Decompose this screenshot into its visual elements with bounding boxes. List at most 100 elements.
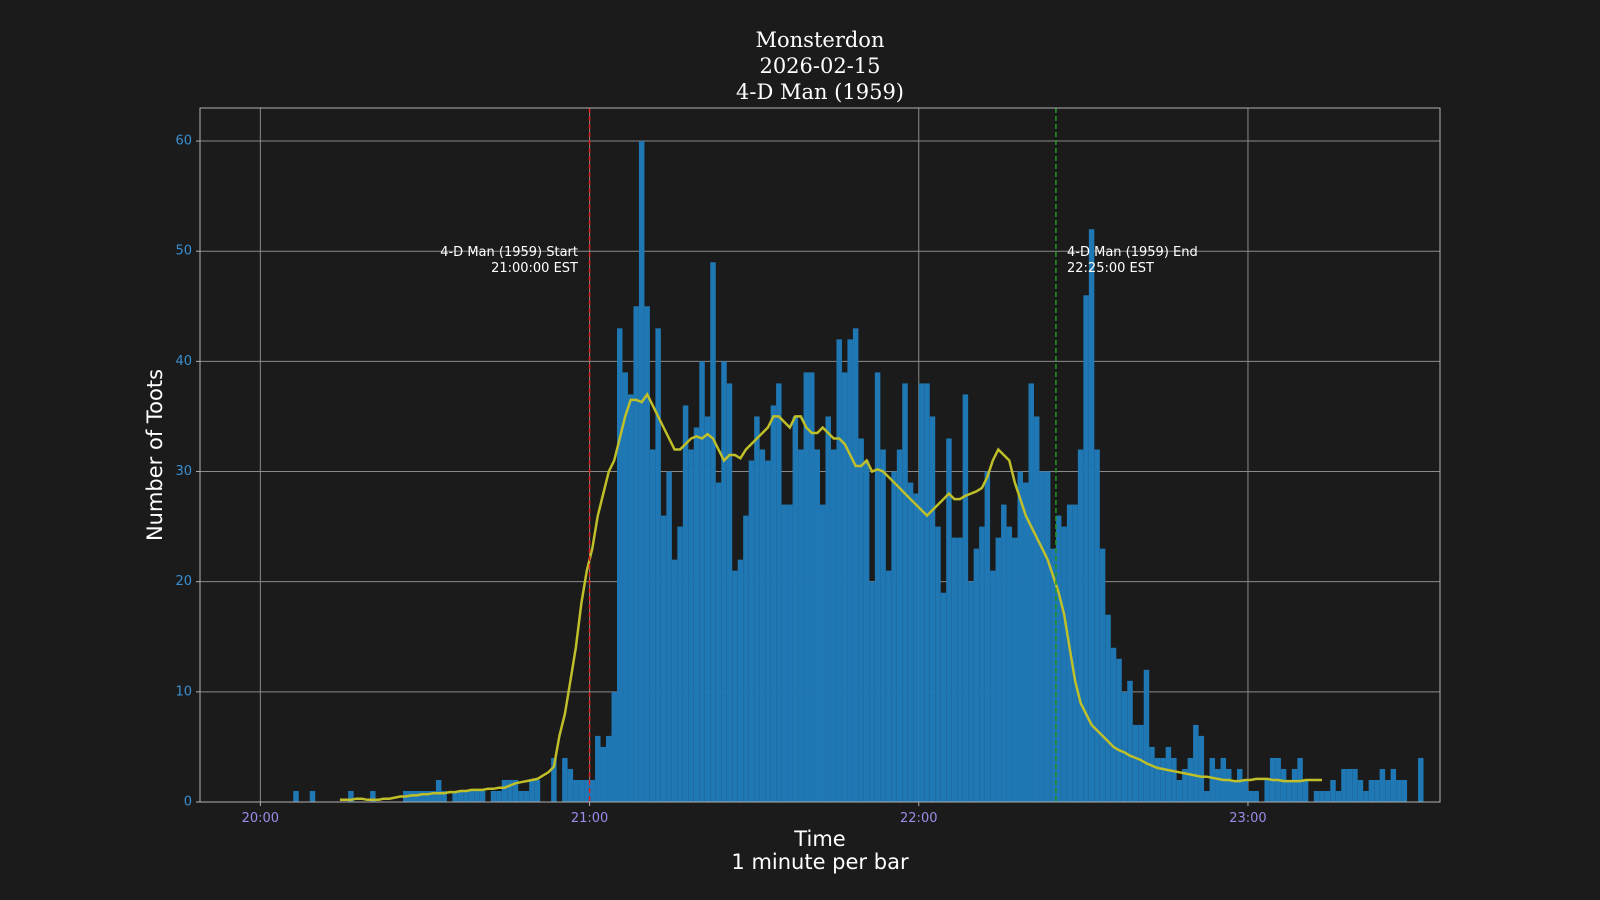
histogram-bar [1012,537,1018,802]
histogram-bar [809,372,815,802]
histogram-bar [896,449,903,802]
histogram-bar [1160,757,1166,802]
histogram-bar [721,361,727,802]
histogram-bar [600,746,607,802]
histogram-bar [622,372,628,802]
histogram-bar [1171,757,1177,802]
histogram-bar [1132,724,1139,802]
y-tick-label: 40 [175,354,192,369]
bar-layer [293,141,1424,803]
histogram-bar [424,790,431,802]
histogram-bar [704,416,711,802]
histogram-bar [1017,471,1024,802]
histogram-bar [1198,735,1205,802]
histogram-bar [479,790,486,802]
histogram-bar [1105,614,1111,802]
histogram-bar [1280,768,1287,802]
histogram-bar [435,779,442,802]
histogram-bar [309,790,316,802]
histogram-bar [1204,790,1210,802]
histogram-bar [814,449,820,802]
y-tick-label: 50 [175,244,192,259]
histogram-bar [474,790,480,802]
histogram-bar [573,779,579,802]
histogram-bar [1006,526,1013,802]
histogram-bar [512,779,519,802]
histogram-bar [836,339,842,802]
histogram-bar [973,548,980,802]
histogram-bar [1215,768,1221,802]
histogram-bar [1226,768,1232,802]
histogram-bar [496,790,502,802]
histogram-bar [1313,790,1320,802]
y-tick-label: 30 [175,464,192,479]
histogram-bar [1236,768,1243,802]
histogram-bar [1330,779,1336,802]
x-axis-subtitle: 1 minute per bar [731,850,909,874]
histogram-bar [1209,757,1216,802]
histogram-bar [825,416,831,802]
chart-title-line-2: 2026-02-15 [759,54,880,78]
histogram-bar [990,570,996,802]
histogram-bar [293,790,299,802]
histogram-bar [1374,779,1380,802]
histogram-bar [1138,724,1144,802]
histogram-bar [1083,295,1089,802]
histogram-bar [1001,504,1007,802]
histogram-bar [578,779,585,802]
histogram-bar [1176,779,1183,802]
histogram-bar [1396,779,1402,802]
plot-frame [199,107,1441,803]
histogram-bar [655,328,661,802]
histogram-bar [924,383,930,802]
histogram-bar [858,438,864,802]
end-annotation-line-2: 22:25:00 EST [1067,261,1154,276]
histogram-bar [649,449,656,802]
histogram-bar [584,779,590,802]
histogram-bar [1099,548,1106,802]
histogram-bar [1044,471,1051,802]
histogram-bar [1121,691,1128,802]
histogram-bar [759,449,766,802]
histogram-bar [490,790,497,802]
histogram-bar [770,405,777,802]
histogram-bar [468,790,475,802]
histogram-bar [666,471,672,802]
x-tick-label: 23:00 [1229,811,1266,826]
histogram-bar [951,537,958,802]
histogram-bar [1039,471,1045,802]
histogram-bar [820,504,826,802]
histogram-bar [918,383,925,802]
histogram-bar [743,515,749,802]
histogram-bar [688,449,694,802]
histogram-bar [1418,757,1424,802]
histogram-bar [715,482,722,802]
histogram-bar [529,779,535,802]
histogram-bar [748,460,755,802]
histogram-bar [1346,768,1353,802]
rolling-mean-line [339,391,1322,802]
histogram-bar [885,570,892,802]
histogram-bar [1055,515,1062,802]
histogram-bar [1264,779,1270,802]
x-axis-ticks: 20:00 21:00 22:00 23:00 [242,802,1267,826]
histogram-bar [463,790,469,802]
y-tick-label: 10 [175,684,192,699]
y-tick-label: 0 [184,795,192,810]
histogram-bar [1094,449,1100,802]
histogram-bar [523,790,530,802]
histogram-bar [940,592,947,802]
y-tick-label: 60 [175,134,192,149]
histogram-bar [874,372,881,802]
histogram-bar [1193,724,1199,802]
histogram-bar [644,306,650,802]
histogram-bar [798,449,804,802]
histogram-bar [611,691,617,802]
histogram-bar [1379,768,1386,802]
histogram-bar [627,394,634,802]
histogram-bar [787,504,793,802]
histogram-bar [1182,768,1188,802]
histogram-bar [869,581,875,802]
histogram-bar [902,383,908,802]
histogram-bar [1385,779,1391,802]
